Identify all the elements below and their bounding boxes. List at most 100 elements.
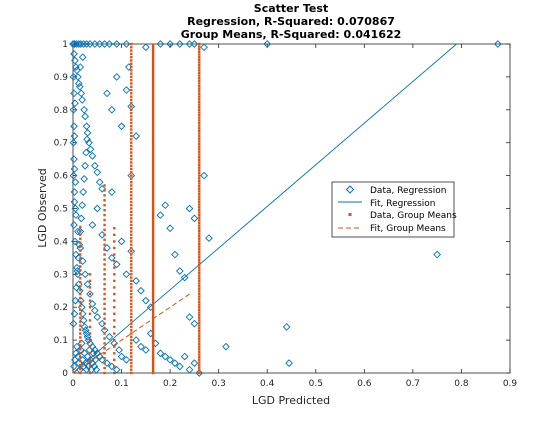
data-point-group-means <box>151 249 155 252</box>
data-point-group-means <box>79 277 82 280</box>
data-point-group-means <box>198 121 201 125</box>
x-tick-label: 0.3 <box>212 379 226 389</box>
data-point-group-means <box>151 348 155 351</box>
y-axis-label: LGD Observed <box>36 168 49 248</box>
data-point-group-means <box>130 105 133 108</box>
data-point-group-means <box>130 98 133 102</box>
data-point-group-means <box>130 312 133 315</box>
data-point-regression <box>122 356 131 364</box>
data-point-group-means <box>79 340 82 343</box>
data-point-group-means <box>151 241 155 244</box>
data-point-group-means <box>198 334 201 338</box>
data-point-group-means <box>79 292 82 296</box>
data-point-group-means <box>113 292 116 296</box>
data-point-group-means <box>130 315 133 319</box>
data-point-regression <box>82 40 91 48</box>
data-point-group-means <box>151 269 155 272</box>
data-point-group-means <box>151 128 155 132</box>
data-point-regression <box>132 277 140 285</box>
data-point-group-means <box>151 215 155 219</box>
data-point-group-means <box>130 236 133 240</box>
data-point-group-means <box>151 192 155 195</box>
chart-subtitle-regression: Regression, R-Squared: 0.070867 <box>187 15 395 28</box>
data-point-group-means <box>151 298 155 302</box>
data-point-group-means <box>130 52 133 56</box>
data-point-group-means <box>130 59 133 62</box>
data-point-regression <box>75 82 84 91</box>
data-point-group-means <box>151 294 155 298</box>
data-point-group-means <box>198 219 201 222</box>
data-point-group-means <box>198 184 201 188</box>
data-point-group-means <box>151 55 155 59</box>
data-point-group-means <box>130 352 133 355</box>
data-point-group-means <box>79 257 82 260</box>
data-point-group-means <box>198 356 201 359</box>
data-point-regression <box>69 73 78 81</box>
data-point-group-means <box>151 158 155 162</box>
data-point-group-means <box>88 332 92 335</box>
data-point-group-means <box>198 132 201 135</box>
data-point-group-means <box>151 140 155 144</box>
data-point-regression <box>88 300 97 308</box>
data-point-group-means <box>198 174 201 177</box>
data-point-regression <box>112 40 121 48</box>
data-point-regression <box>78 53 87 61</box>
data-point-group-means <box>130 164 133 167</box>
data-point-group-means <box>103 213 106 217</box>
data-point-group-means <box>198 306 201 309</box>
data-point-group-means <box>151 233 155 237</box>
data-point-group-means <box>198 366 201 369</box>
y-tick-label: 0 <box>62 369 68 379</box>
data-point-group-means <box>130 118 133 121</box>
data-point-group-means <box>88 352 92 355</box>
data-point-group-means <box>130 338 133 342</box>
data-point-group-means <box>151 207 155 211</box>
data-point-group-means <box>151 279 155 282</box>
data-point-regression <box>86 290 94 298</box>
data-point-group-means <box>151 73 155 77</box>
data-point-group-means <box>151 300 155 304</box>
data-point-regression <box>112 365 121 374</box>
data-point-group-means <box>130 256 133 260</box>
data-point-group-means <box>130 302 133 306</box>
data-point-group-means <box>151 344 155 347</box>
y-tick-label: 0.4 <box>54 237 69 247</box>
data-point-group-means <box>151 308 155 312</box>
data-point-group-means <box>103 263 106 266</box>
data-point-regression <box>122 270 131 279</box>
data-point-group-means <box>130 102 133 105</box>
data-point-group-means <box>130 177 133 181</box>
data-point-group-means <box>198 84 201 88</box>
data-point-group-means <box>79 273 82 276</box>
data-point-regression <box>80 105 89 114</box>
data-point-group-means <box>130 141 133 144</box>
x-tick-label: 0.6 <box>357 379 372 389</box>
data-point-regression <box>70 221 78 229</box>
data-point-group-means <box>198 82 201 85</box>
data-point-group-means <box>151 150 155 154</box>
data-point-group-means <box>130 269 133 273</box>
data-point-group-means <box>198 103 201 106</box>
data-point-regression <box>69 171 78 180</box>
data-point-group-means <box>79 344 82 347</box>
data-point-group-means <box>151 357 155 361</box>
data-point-group-means <box>151 87 155 90</box>
data-point-group-means <box>79 253 82 256</box>
data-point-regression <box>70 188 79 196</box>
x-tick-label: 0.4 <box>260 379 275 389</box>
data-point-regression <box>70 89 78 98</box>
data-point-group-means <box>198 142 201 146</box>
data-point-group-means <box>113 371 116 375</box>
data-point-regression <box>190 319 199 328</box>
fit-line-regression <box>72 43 457 374</box>
data-point-group-means <box>198 48 201 51</box>
data-point-group-means <box>151 103 155 106</box>
data-point-group-means <box>151 217 155 221</box>
data-point-group-means <box>130 230 133 233</box>
data-point-regression <box>166 224 174 233</box>
data-point-group-means <box>151 109 155 112</box>
data-point-regression <box>161 201 170 210</box>
data-point-regression <box>108 105 116 114</box>
data-point-group-means <box>198 250 201 254</box>
data-point-group-means <box>198 358 201 362</box>
